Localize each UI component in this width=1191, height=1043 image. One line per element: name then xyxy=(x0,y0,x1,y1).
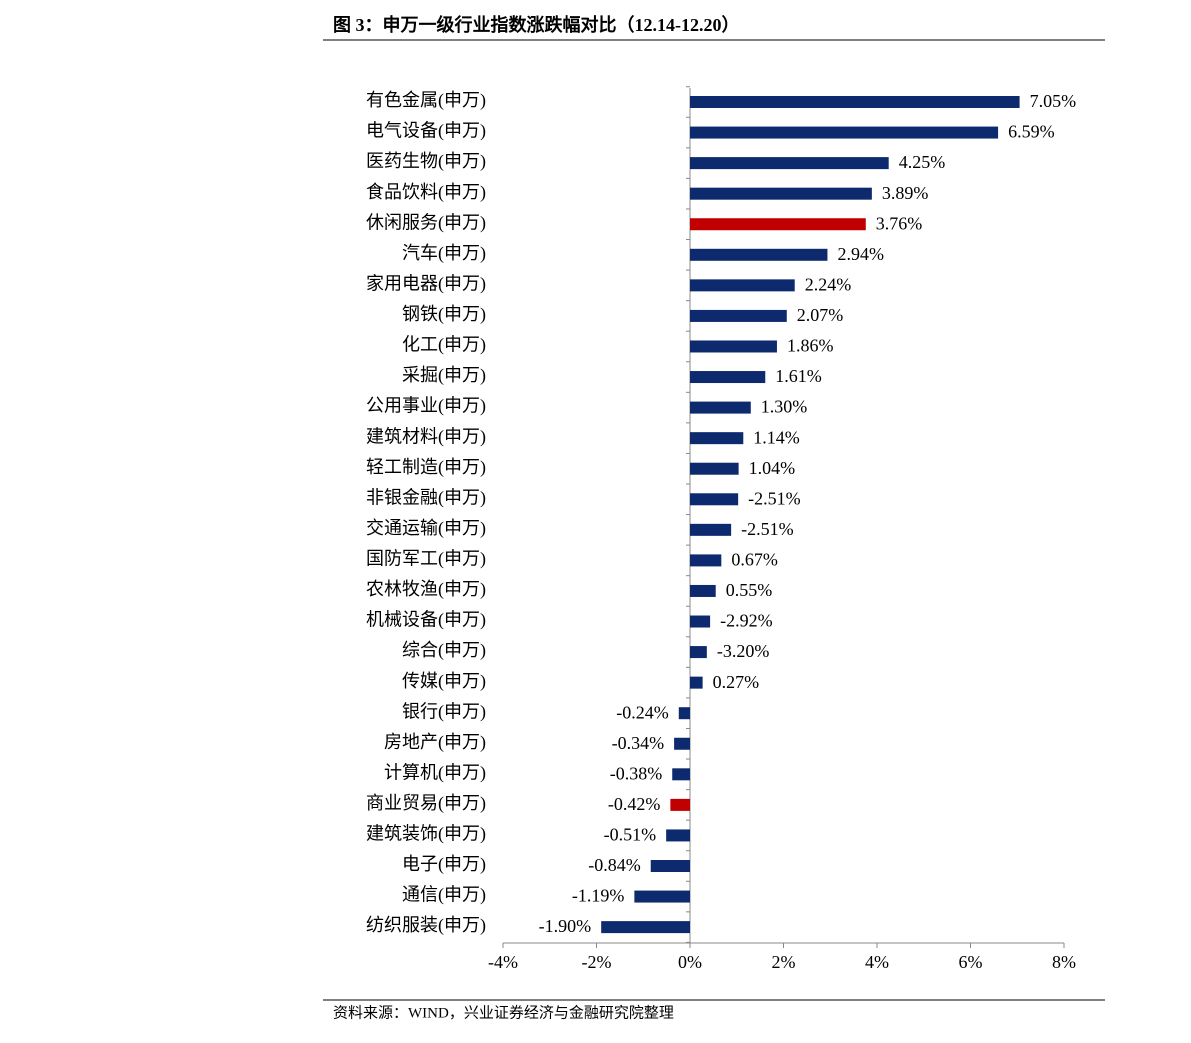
data-label: -3.20% xyxy=(717,641,770,661)
bar xyxy=(690,493,739,506)
y-tick-label: 休闲服务(申万) xyxy=(366,212,486,233)
y-tick-label: 建筑装饰(申万) xyxy=(366,824,486,845)
data-label: -0.38% xyxy=(610,763,663,783)
y-tick-label: 电子(申万) xyxy=(402,854,486,875)
data-label: 3.76% xyxy=(876,213,923,233)
y-tick-label: 家用电器(申万) xyxy=(366,273,486,294)
bar xyxy=(690,523,732,536)
x-tick-label: -2% xyxy=(582,952,612,972)
data-label: -1.19% xyxy=(572,886,625,906)
bar xyxy=(690,584,716,597)
y-tick-label: 医药生物(申万) xyxy=(366,151,486,172)
data-label: 1.04% xyxy=(749,458,796,478)
data-label: -0.51% xyxy=(604,825,657,845)
data-label: 0.27% xyxy=(713,672,760,692)
bar xyxy=(690,371,766,384)
data-label: 1.86% xyxy=(787,336,834,356)
bar xyxy=(690,248,828,261)
bar xyxy=(690,187,872,200)
bar xyxy=(690,615,711,628)
y-tick-label: 通信(申万) xyxy=(402,885,486,906)
y-tick-label: 纺织服装(申万) xyxy=(366,915,486,936)
data-label: 7.05% xyxy=(1030,91,1077,111)
data-label: -0.84% xyxy=(588,855,641,875)
y-tick-label: 建筑材料(申万) xyxy=(366,426,486,447)
bar xyxy=(672,768,690,781)
data-label: 0.67% xyxy=(731,550,778,570)
y-tick-label: 有色金属(申万) xyxy=(366,90,486,111)
data-label: 0.55% xyxy=(726,580,773,600)
bar xyxy=(690,126,999,139)
y-tick-label: 综合(申万) xyxy=(402,640,486,661)
bar xyxy=(666,829,690,842)
data-label: -0.34% xyxy=(612,733,665,753)
y-tick-label: 农林牧渔(申万) xyxy=(366,579,486,600)
data-label: -2.51% xyxy=(741,519,794,539)
x-tick-label: 4% xyxy=(865,952,889,972)
data-label: -1.90% xyxy=(539,916,592,936)
chart-title: 图 3：申万一级行业指数涨跌幅对比（12.14-12.20） xyxy=(333,14,740,35)
bar xyxy=(690,340,777,353)
y-tick-label: 公用事业(申万) xyxy=(366,396,486,417)
bar xyxy=(690,432,744,445)
data-label: 4.25% xyxy=(899,152,946,172)
data-label: 1.30% xyxy=(761,397,808,417)
bar xyxy=(690,676,703,689)
x-tick-label: -4% xyxy=(488,952,518,972)
data-label: -2.92% xyxy=(720,611,773,631)
bar xyxy=(690,218,866,231)
y-tick-label: 非银金融(申万) xyxy=(366,487,486,508)
bar xyxy=(690,157,889,170)
y-tick-label: 汽车(申万) xyxy=(402,243,486,264)
y-tick-label: 传媒(申万) xyxy=(402,671,486,692)
y-tick-label: 交通运输(申万) xyxy=(366,518,486,539)
y-tick-label: 电气设备(申万) xyxy=(366,121,486,142)
y-tick-label: 钢铁(申万) xyxy=(402,304,486,325)
bar xyxy=(674,737,690,750)
data-label: 1.61% xyxy=(775,366,822,386)
source-note: 资料来源：WIND，兴业证券经济与金融研究院整理 xyxy=(333,1003,674,1021)
y-tick-label: 轻工制造(申万) xyxy=(366,457,486,478)
y-tick-label: 食品饮料(申万) xyxy=(366,182,486,203)
bar xyxy=(670,798,690,811)
data-label: -2.51% xyxy=(748,488,801,508)
bar xyxy=(690,309,787,322)
data-label: 2.07% xyxy=(797,305,844,325)
x-tick-label: 2% xyxy=(772,952,796,972)
bar xyxy=(634,890,690,903)
bar xyxy=(601,921,690,934)
y-tick-label: 国防军工(申万) xyxy=(366,549,486,570)
data-label: 2.24% xyxy=(805,274,852,294)
y-tick-label: 商业贸易(申万) xyxy=(366,793,486,814)
bar xyxy=(690,96,1020,108)
data-label: -0.24% xyxy=(616,702,669,722)
x-tick-label: 0% xyxy=(678,952,702,972)
bar xyxy=(690,279,795,292)
bar xyxy=(690,554,722,567)
bar xyxy=(690,646,707,659)
y-tick-label: 计算机(申万) xyxy=(384,762,486,783)
data-label: -0.42% xyxy=(608,794,661,814)
bar xyxy=(690,401,751,414)
y-tick-label: 机械设备(申万) xyxy=(366,610,486,631)
data-label: 6.59% xyxy=(1008,122,1055,142)
bar xyxy=(678,707,690,720)
data-label: 2.94% xyxy=(837,244,884,264)
bar xyxy=(690,462,739,475)
data-label: 3.89% xyxy=(882,183,929,203)
y-tick-label: 化工(申万) xyxy=(402,335,486,356)
data-label: 1.14% xyxy=(753,427,800,447)
y-tick-label: 房地产(申万) xyxy=(384,732,486,753)
y-tick-label: 银行(申万) xyxy=(402,701,486,722)
bar xyxy=(650,860,690,872)
y-tick-label: 采掘(申万) xyxy=(402,365,486,386)
x-tick-label: 6% xyxy=(959,952,983,972)
x-tick-label: 8% xyxy=(1052,952,1076,972)
